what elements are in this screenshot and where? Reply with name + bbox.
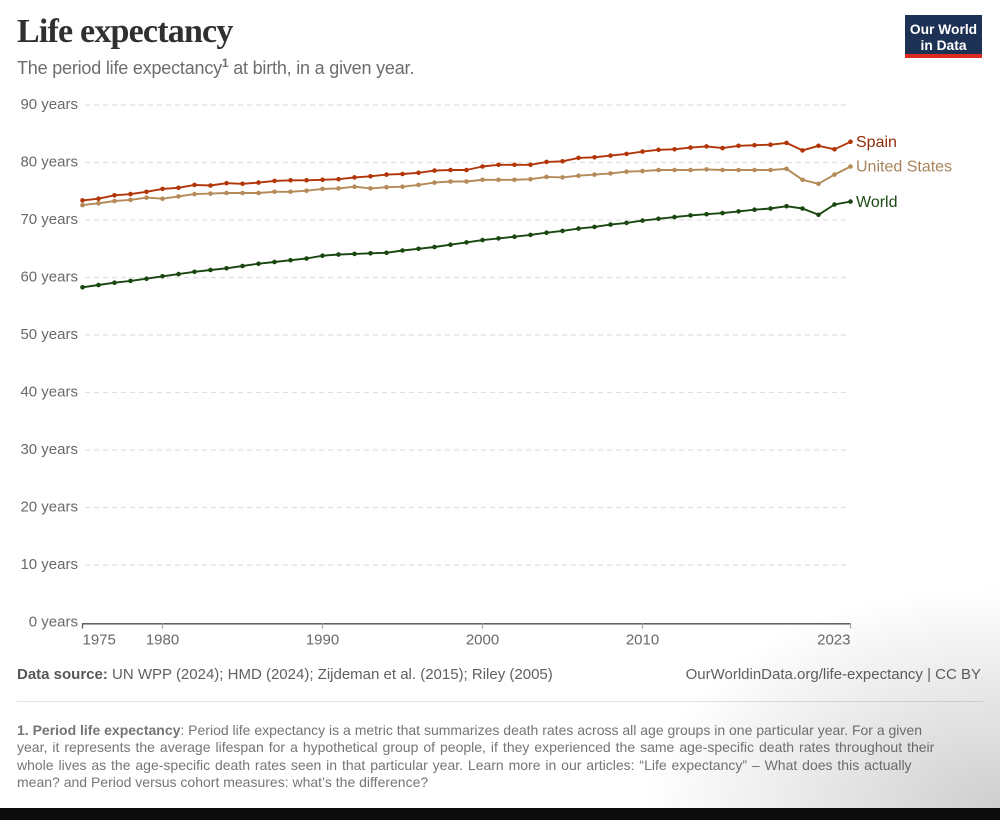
- svg-text:United States: United States: [856, 159, 952, 176]
- svg-text:10 years: 10 years: [20, 556, 78, 573]
- svg-text:1980: 1980: [146, 632, 179, 649]
- svg-text:90 years: 90 years: [20, 96, 78, 113]
- svg-text:2000: 2000: [466, 632, 499, 649]
- svg-text:50 years: 50 years: [20, 326, 78, 343]
- svg-text:2023: 2023: [817, 632, 850, 649]
- svg-text:0 years: 0 years: [29, 614, 78, 631]
- svg-text:20 years: 20 years: [20, 499, 78, 516]
- svg-text:1975: 1975: [83, 632, 116, 649]
- svg-text:2010: 2010: [626, 632, 659, 649]
- svg-text:70 years: 70 years: [20, 211, 78, 228]
- svg-text:60 years: 60 years: [20, 269, 78, 286]
- svg-text:Spain: Spain: [856, 134, 897, 151]
- svg-text:1990: 1990: [306, 632, 339, 649]
- svg-text:80 years: 80 years: [20, 154, 78, 171]
- svg-text:World: World: [856, 194, 898, 211]
- svg-text:40 years: 40 years: [20, 384, 78, 401]
- svg-text:30 years: 30 years: [20, 441, 78, 458]
